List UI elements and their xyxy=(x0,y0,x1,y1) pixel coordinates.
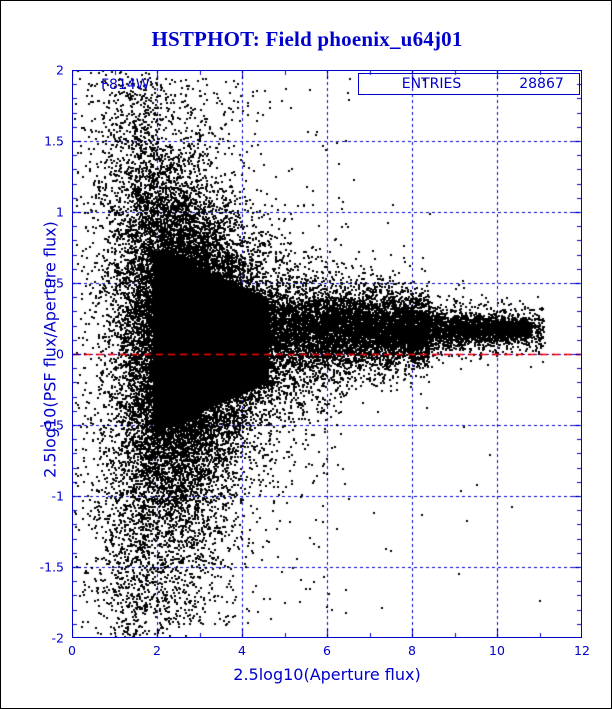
y-tick-label: 0 xyxy=(56,346,64,362)
x-axis-title: 2.5log10(Aperture flux) xyxy=(233,665,421,684)
y-tick-label: 1 xyxy=(56,204,64,220)
x-tick-label: 4 xyxy=(238,643,246,658)
x-tick-label: 12 xyxy=(574,643,590,658)
x-tick-label: 6 xyxy=(323,643,331,658)
x-tick-label: 2 xyxy=(153,643,161,658)
y-tick-label: 1.5 xyxy=(44,133,64,149)
x-tick-label: 8 xyxy=(408,643,416,658)
axis-ticks xyxy=(72,70,582,638)
y-tick-label: -2 xyxy=(51,630,64,646)
entries-legend: ENTRIES 28867 xyxy=(358,73,580,95)
y-tick-label: 0.5 xyxy=(44,275,64,291)
y-tick-label: -1.5 xyxy=(39,559,64,575)
y-tick-label: 2 xyxy=(56,62,64,78)
plot-area xyxy=(72,70,582,638)
y-tick-label: -0.5 xyxy=(39,417,64,433)
entries-value: 28867 xyxy=(519,76,564,92)
page-title: HSTPHOT: Field phoenix_u64j01 xyxy=(151,27,463,51)
filter-label: F814W xyxy=(101,77,150,93)
x-tick-label: 10 xyxy=(489,643,505,658)
x-tick-label: 0 xyxy=(68,643,76,658)
entries-label: ENTRIES xyxy=(401,76,462,92)
y-tick-label: -1 xyxy=(51,488,64,504)
